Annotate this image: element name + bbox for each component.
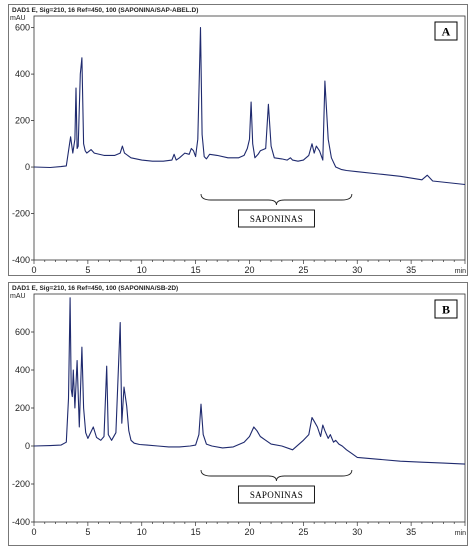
y-tick-label-a: 600 xyxy=(15,23,30,33)
y-tick-label-b: 600 xyxy=(15,327,30,337)
x-unit-label-a: min xyxy=(455,268,466,275)
panel-label-b: B xyxy=(442,303,450,317)
x-tick-label-a: 35 xyxy=(406,265,416,275)
panel-label-box-b xyxy=(434,299,458,319)
chromatogram-header-b: DAD1 E, Sig=210, 16 Ref=450, 100 (SAPONI… xyxy=(12,285,178,292)
chromatogram-panel-a: DAD1 E, Sig=210, 16 Ref=450, 100 (SAPONI… xyxy=(8,4,468,276)
x-tick-label-b: 5 xyxy=(85,527,90,537)
saponins-label-a: SAPONINAS xyxy=(250,214,303,224)
panel-label-box-a xyxy=(434,21,458,41)
saponins-brace-a xyxy=(200,193,353,206)
x-tick-label-b: 35 xyxy=(406,527,416,537)
y-unit-label-b: mAU xyxy=(10,293,26,300)
x-tick-label-a: 0 xyxy=(31,265,36,275)
y-tick-label-a: -400 xyxy=(12,255,30,265)
x-tick-label-b: 0 xyxy=(31,527,36,537)
y-tick-label-b: -400 xyxy=(12,517,30,527)
y-tick-label-b: -200 xyxy=(12,479,30,489)
x-tick-label-b: 25 xyxy=(298,527,308,537)
y-tick-label-a: 200 xyxy=(15,116,30,126)
chromatogram-trace-a xyxy=(33,27,466,186)
x-tick-label-b: 30 xyxy=(352,527,362,537)
x-tick-label-a: 5 xyxy=(85,265,90,275)
x-unit-label-b: min xyxy=(455,530,466,537)
panel-label-a: A xyxy=(442,25,451,39)
y-tick-label-a: 400 xyxy=(15,69,30,79)
x-tick-label-a: 20 xyxy=(244,265,254,275)
chromatogram-header-a: DAD1 E, Sig=210, 16 Ref=450, 100 (SAPONI… xyxy=(12,7,198,14)
saponins-label-box-b xyxy=(237,485,315,504)
y-tick-label-a: -200 xyxy=(12,209,30,219)
x-tick-label-a: 10 xyxy=(137,265,147,275)
chromatogram-trace-b xyxy=(33,297,466,465)
chromatogram-b-svg: DAD1 E, Sig=210, 16 Ref=450, 100 (SAPONI… xyxy=(8,282,468,546)
x-tick-label-b: 20 xyxy=(244,527,254,537)
x-tick-label-a: 15 xyxy=(191,265,201,275)
saponins-label-box-a xyxy=(237,209,315,228)
saponins-brace-b xyxy=(200,469,353,482)
y-unit-label-a: mAU xyxy=(10,15,26,22)
y-tick-label-b: 400 xyxy=(15,365,30,375)
y-tick-label-a: 0 xyxy=(25,162,30,172)
x-tick-label-b: 10 xyxy=(137,527,147,537)
panel-frame-a xyxy=(8,4,468,276)
saponins-label-b: SAPONINAS xyxy=(250,490,303,500)
chromatogram-panel-b: DAD1 E, Sig=210, 16 Ref=450, 100 (SAPONI… xyxy=(8,282,468,546)
y-tick-label-b: 0 xyxy=(25,441,30,451)
x-tick-label-a: 30 xyxy=(352,265,362,275)
y-tick-label-b: 200 xyxy=(15,403,30,413)
x-tick-label-b: 15 xyxy=(191,527,201,537)
chromatogram-a-svg: DAD1 E, Sig=210, 16 Ref=450, 100 (SAPONI… xyxy=(8,4,468,276)
x-tick-label-a: 25 xyxy=(298,265,308,275)
panel-frame-b xyxy=(8,282,468,546)
